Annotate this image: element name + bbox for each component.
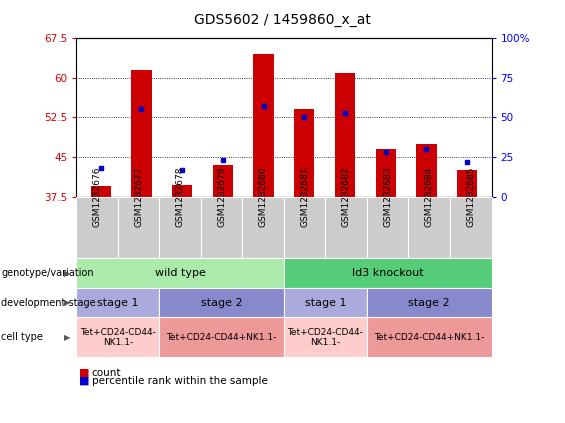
Bar xyxy=(335,74,355,197)
Bar xyxy=(457,170,477,197)
Text: GSM1232682: GSM1232682 xyxy=(342,167,351,228)
Text: Tet+CD24-CD44-
NK1.1-: Tet+CD24-CD44- NK1.1- xyxy=(80,328,156,347)
Text: Tet+CD24-CD44-
NK1.1-: Tet+CD24-CD44- NK1.1- xyxy=(288,328,363,347)
Text: GSM1232677: GSM1232677 xyxy=(134,167,143,228)
Text: percentile rank within the sample: percentile rank within the sample xyxy=(92,376,267,386)
Bar xyxy=(294,110,315,197)
Text: ■: ■ xyxy=(79,368,90,378)
Text: stage 2: stage 2 xyxy=(408,298,450,308)
Text: ▶: ▶ xyxy=(64,333,71,342)
Text: GSM1232676: GSM1232676 xyxy=(93,167,102,228)
Text: ld3 knockout: ld3 knockout xyxy=(352,268,424,278)
Text: cell type: cell type xyxy=(1,332,43,342)
Text: count: count xyxy=(92,368,121,378)
Bar xyxy=(212,165,233,197)
Text: development stage: development stage xyxy=(1,298,95,308)
Bar xyxy=(172,184,192,197)
Text: GSM1232679: GSM1232679 xyxy=(217,167,226,228)
Bar xyxy=(416,144,437,197)
Text: Tet+CD24-CD44+NK1.1-: Tet+CD24-CD44+NK1.1- xyxy=(374,333,484,342)
Bar xyxy=(376,149,396,197)
Bar xyxy=(253,54,273,197)
Text: GSM1232685: GSM1232685 xyxy=(466,167,475,228)
Text: GSM1232680: GSM1232680 xyxy=(259,167,268,228)
Text: Tet+CD24-CD44+NK1.1-: Tet+CD24-CD44+NK1.1- xyxy=(167,333,277,342)
Text: GSM1232678: GSM1232678 xyxy=(176,167,185,228)
Text: wild type: wild type xyxy=(155,268,206,278)
Text: ■: ■ xyxy=(79,376,90,386)
Text: GSM1232681: GSM1232681 xyxy=(300,167,309,228)
Text: ▶: ▶ xyxy=(64,269,71,278)
Text: GSM1232684: GSM1232684 xyxy=(425,167,434,228)
Bar xyxy=(90,186,111,197)
Text: stage 2: stage 2 xyxy=(201,298,242,308)
Text: ▶: ▶ xyxy=(64,298,71,308)
Text: stage 1: stage 1 xyxy=(305,298,346,308)
Text: stage 1: stage 1 xyxy=(97,298,138,308)
Text: GSM1232683: GSM1232683 xyxy=(383,167,392,228)
Text: GDS5602 / 1459860_x_at: GDS5602 / 1459860_x_at xyxy=(194,13,371,27)
Text: genotype/variation: genotype/variation xyxy=(1,268,94,278)
Bar xyxy=(131,70,151,197)
